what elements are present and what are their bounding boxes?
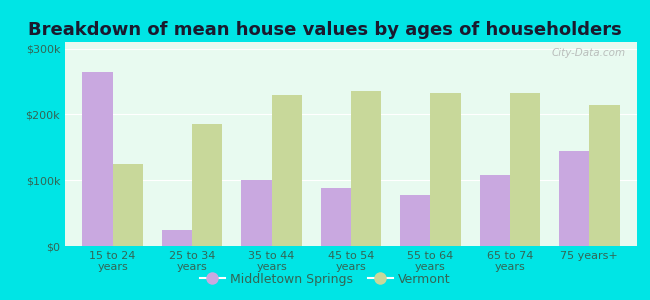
Text: City-Data.com: City-Data.com xyxy=(551,48,625,58)
Bar xyxy=(112,164,143,246)
Bar xyxy=(192,124,222,246)
Legend: Middletown Springs, Vermont: Middletown Springs, Vermont xyxy=(195,268,455,291)
Bar xyxy=(510,93,540,246)
Bar xyxy=(590,104,619,246)
Bar xyxy=(559,151,590,246)
Bar xyxy=(272,94,302,246)
Bar xyxy=(83,72,112,246)
Text: Breakdown of mean house values by ages of householders: Breakdown of mean house values by ages o… xyxy=(28,21,622,39)
Bar xyxy=(480,175,510,246)
Bar xyxy=(400,195,430,246)
Bar xyxy=(430,93,461,246)
Bar xyxy=(162,230,192,246)
Bar xyxy=(241,180,272,246)
Bar xyxy=(351,92,381,246)
Bar xyxy=(321,188,351,246)
